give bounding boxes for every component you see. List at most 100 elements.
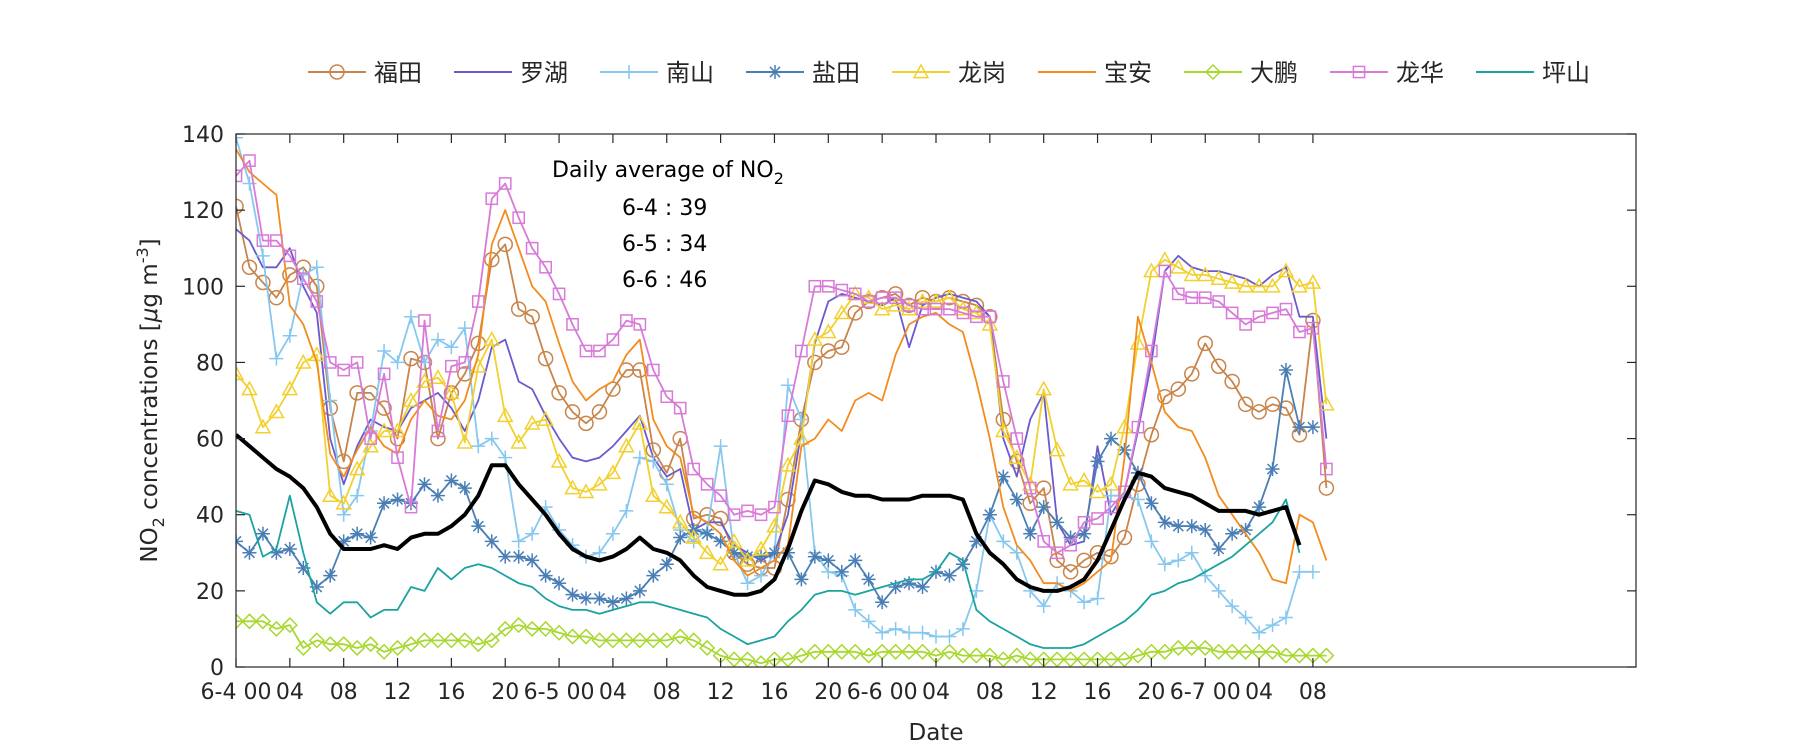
data-point	[591, 475, 608, 491]
data-point	[1062, 564, 1079, 580]
x-tick-label: 16	[1084, 680, 1112, 705]
data-point	[1022, 495, 1038, 512]
data-point	[350, 356, 364, 369]
data-point	[321, 487, 339, 503]
data-point	[1196, 266, 1214, 282]
data-point	[968, 304, 985, 320]
data-point	[295, 639, 312, 657]
legend-item: 坪山	[1476, 59, 1590, 87]
data-point	[645, 632, 662, 649]
data-point	[566, 318, 579, 331]
data-point	[713, 534, 728, 549]
data-point	[1212, 295, 1226, 308]
data-point	[631, 632, 648, 649]
data-point	[1304, 273, 1322, 289]
legend-item: 龙岗	[892, 59, 1006, 87]
legend-label: 大鹏	[1250, 59, 1298, 87]
data-point	[282, 328, 297, 343]
data-point	[1062, 651, 1079, 667]
legend-label: 南山	[666, 59, 714, 87]
x-tick-label: 6-7 00	[1170, 680, 1241, 705]
data-point	[1204, 63, 1222, 81]
x-tick-label: 08	[1299, 680, 1327, 705]
data-point	[1306, 321, 1320, 335]
data-point	[915, 580, 930, 595]
series-6	[236, 613, 1335, 667]
x-tick-label: 20	[491, 680, 519, 705]
data-point	[795, 344, 808, 358]
data-point	[632, 450, 647, 465]
data-point	[537, 620, 554, 637]
data-point	[1157, 557, 1172, 572]
data-point	[241, 259, 258, 275]
data-point	[740, 549, 755, 564]
data-point	[1184, 545, 1199, 560]
x-tick-label: 08	[976, 680, 1004, 705]
data-point	[457, 321, 472, 336]
data-point	[255, 526, 270, 541]
data-point	[1102, 651, 1120, 667]
data-point	[1211, 541, 1226, 556]
data-point	[754, 508, 768, 522]
data-point	[741, 504, 754, 518]
data-point	[1293, 325, 1306, 339]
data-point	[329, 64, 345, 80]
data-point	[484, 431, 499, 446]
data-point	[929, 629, 943, 644]
data-point	[848, 287, 862, 301]
data-point	[1352, 65, 1366, 79]
data-point	[660, 390, 674, 404]
data-point	[956, 306, 970, 320]
data-point	[727, 508, 741, 522]
data-point	[236, 169, 243, 183]
data-point	[1090, 454, 1105, 469]
data-point	[673, 401, 687, 415]
data-point	[1157, 388, 1173, 405]
data-point	[1170, 258, 1187, 274]
data-point	[752, 655, 770, 667]
data-point	[1010, 432, 1024, 445]
data-point	[377, 344, 392, 359]
data-point	[941, 643, 958, 660]
legend-item: 大鹏	[1184, 59, 1298, 87]
data-point	[577, 628, 595, 645]
data-point	[281, 380, 299, 396]
data-point	[912, 63, 930, 79]
data-point	[739, 651, 756, 667]
daily-average-annotation: Daily average of NO2 6-4 : 39 6-5 : 34 6-6 …	[552, 158, 784, 293]
data-point	[1103, 548, 1119, 565]
data-point	[1104, 488, 1118, 503]
data-point	[1009, 545, 1024, 560]
data-point	[779, 651, 796, 667]
data-point	[484, 534, 499, 549]
x-tick-label: 16	[760, 680, 788, 705]
data-point	[578, 415, 594, 432]
data-point	[323, 568, 338, 583]
data-point	[833, 304, 851, 320]
data-point	[699, 639, 716, 657]
data-point	[1183, 266, 1201, 282]
data-point	[1252, 500, 1267, 515]
x-tick-label: 04	[1245, 680, 1273, 705]
data-point	[256, 234, 270, 247]
data-point	[550, 452, 568, 468]
data-point	[698, 544, 716, 560]
data-point	[1252, 310, 1266, 324]
data-point	[444, 340, 459, 355]
data-point	[282, 541, 297, 556]
data-point	[484, 251, 500, 268]
legend-label: 宝安	[1104, 59, 1152, 87]
daily-average-line	[236, 433, 1302, 597]
data-point	[646, 454, 661, 469]
data-point	[808, 279, 822, 293]
data-point	[806, 331, 824, 346]
data-point	[1049, 651, 1066, 667]
data-point	[1291, 277, 1308, 293]
data-point	[767, 545, 782, 560]
data-point	[902, 576, 917, 591]
data-point	[1129, 334, 1147, 350]
data-point	[1062, 475, 1079, 491]
data-point	[954, 300, 972, 316]
annotation-line: 6-5 : 34	[622, 232, 707, 257]
legend-item: 南山	[600, 59, 714, 87]
